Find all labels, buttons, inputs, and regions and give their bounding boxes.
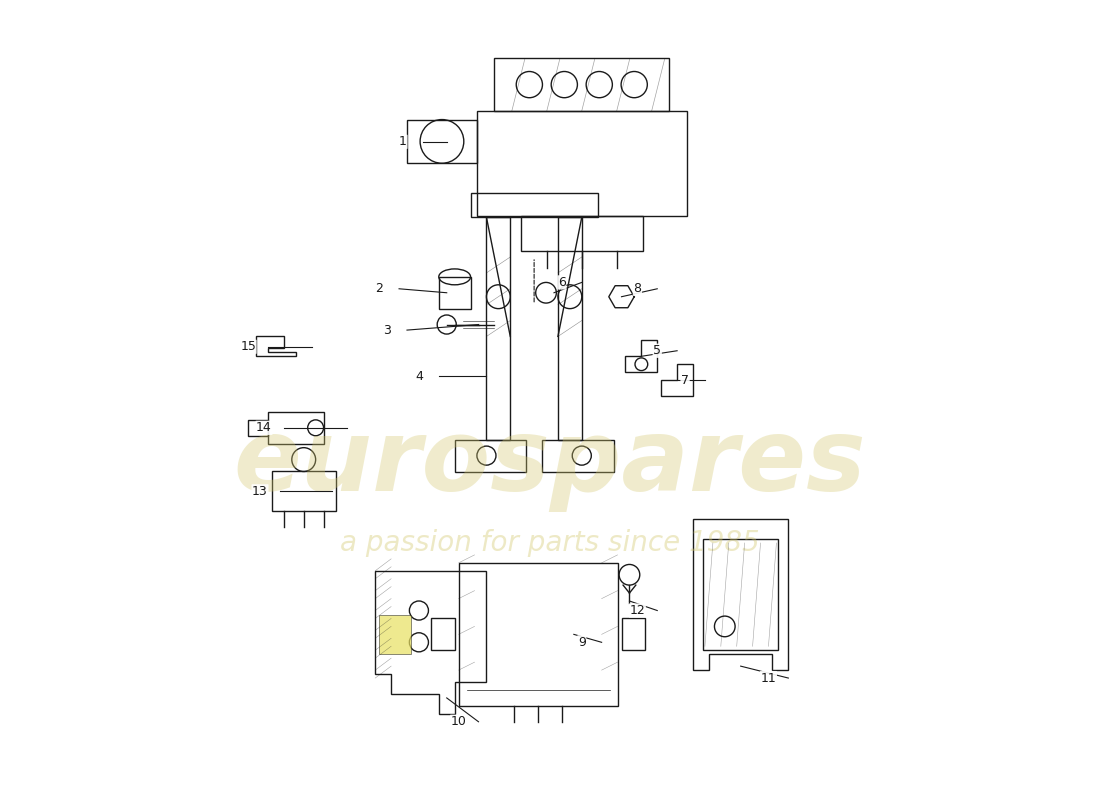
- Text: 4: 4: [415, 370, 422, 382]
- Text: a passion for parts since 1985: a passion for parts since 1985: [340, 529, 760, 557]
- Bar: [431, 618, 454, 650]
- Text: 6: 6: [558, 276, 565, 289]
- Text: 5: 5: [653, 344, 661, 358]
- Text: 9: 9: [578, 636, 585, 649]
- Bar: [621, 618, 646, 650]
- Bar: [272, 471, 336, 511]
- Text: 12: 12: [629, 604, 646, 617]
- Text: 2: 2: [375, 282, 383, 295]
- Text: eurospares: eurospares: [233, 415, 867, 512]
- Bar: [459, 563, 617, 706]
- Polygon shape: [608, 286, 635, 308]
- Text: 15: 15: [240, 340, 256, 354]
- Text: 11: 11: [760, 671, 777, 685]
- Text: 7: 7: [681, 374, 689, 386]
- Text: 1: 1: [399, 135, 407, 148]
- Text: 14: 14: [256, 422, 272, 434]
- Text: 3: 3: [383, 323, 392, 337]
- Text: 10: 10: [451, 715, 466, 728]
- Text: 8: 8: [634, 282, 641, 295]
- Bar: [249, 420, 268, 436]
- Bar: [268, 412, 323, 444]
- Bar: [703, 539, 778, 650]
- Text: 13: 13: [252, 485, 268, 498]
- Bar: [439, 277, 471, 309]
- Bar: [379, 614, 411, 654]
